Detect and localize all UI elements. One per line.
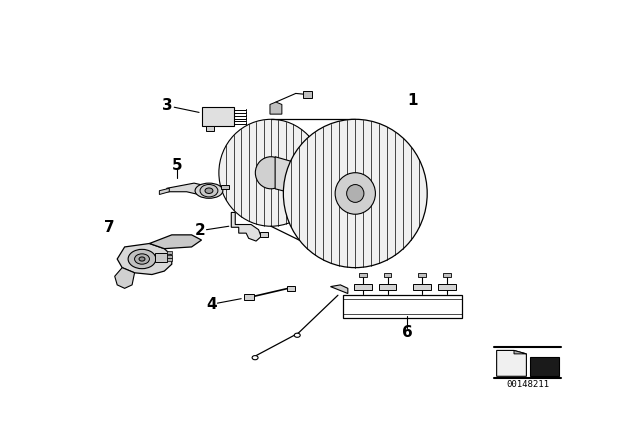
Text: 1: 1 [407,93,417,108]
Polygon shape [438,284,456,290]
Circle shape [205,188,213,194]
Polygon shape [354,284,372,290]
Ellipse shape [347,185,364,202]
Text: 3: 3 [163,98,173,113]
Polygon shape [530,358,559,376]
Polygon shape [497,350,526,376]
Text: 4: 4 [206,297,217,312]
Polygon shape [514,350,526,354]
Polygon shape [287,285,295,291]
Circle shape [134,254,150,264]
Ellipse shape [255,157,287,189]
Text: 00148211: 00148211 [506,380,549,389]
Polygon shape [156,253,167,263]
Polygon shape [330,285,348,293]
Ellipse shape [335,172,376,214]
Circle shape [128,250,156,269]
Polygon shape [231,212,261,241]
Text: 6: 6 [402,325,413,340]
Polygon shape [117,244,172,275]
Polygon shape [221,185,229,190]
Circle shape [294,333,300,337]
Polygon shape [244,294,253,300]
Circle shape [252,356,258,360]
Polygon shape [359,273,367,277]
Polygon shape [379,284,396,290]
Polygon shape [202,107,234,126]
Polygon shape [207,126,214,131]
Polygon shape [115,267,134,289]
Polygon shape [419,273,426,277]
Ellipse shape [284,119,428,267]
Ellipse shape [195,183,223,198]
Polygon shape [303,90,312,98]
Circle shape [200,185,218,197]
Polygon shape [159,188,169,194]
Text: 7: 7 [104,220,115,236]
Polygon shape [167,258,172,261]
Polygon shape [167,251,172,254]
Polygon shape [150,235,202,249]
Polygon shape [167,183,209,195]
Polygon shape [383,273,392,277]
Ellipse shape [219,119,323,226]
Text: 2: 2 [195,223,206,238]
Polygon shape [260,232,269,237]
Circle shape [139,257,145,261]
Polygon shape [167,255,172,258]
Polygon shape [443,273,451,277]
Polygon shape [413,284,431,290]
Polygon shape [275,157,352,208]
Polygon shape [270,102,282,114]
Text: 5: 5 [172,158,182,172]
